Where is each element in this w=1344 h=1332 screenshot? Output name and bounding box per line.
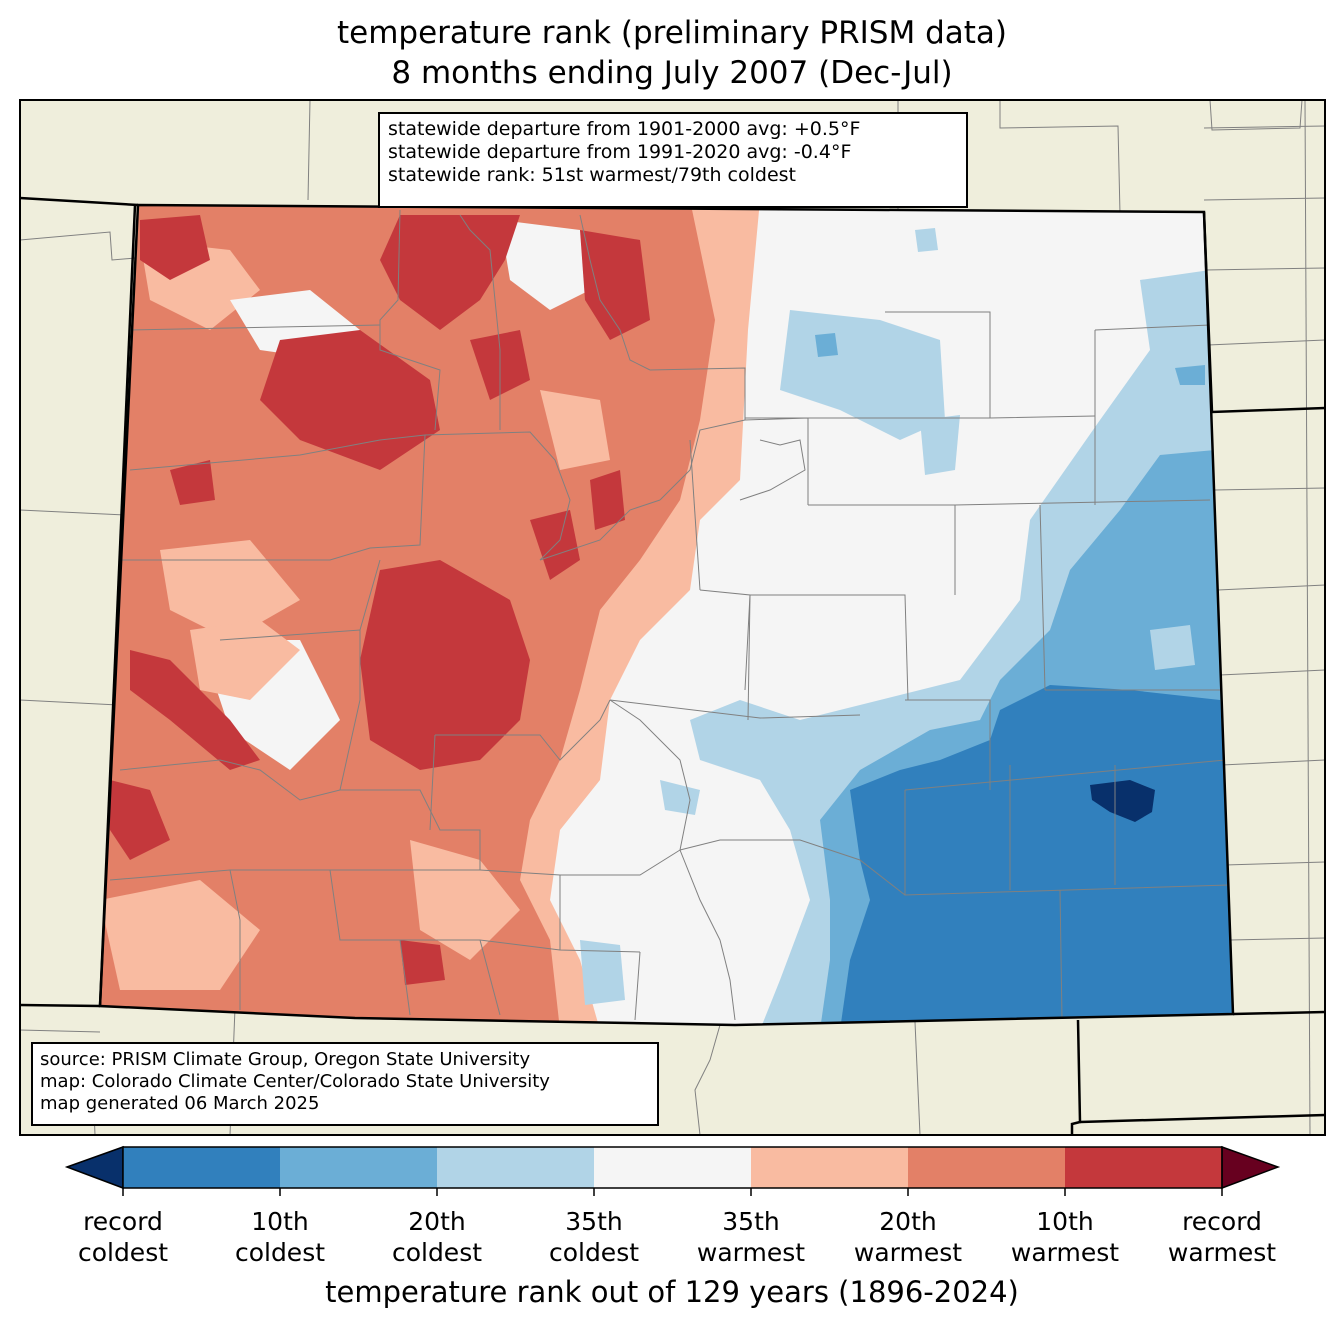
colorbar-ticks (122, 1188, 1223, 1196)
warm-patch (540, 390, 610, 470)
nebraska-border (1202, 211, 1326, 414)
tick-label-line: warmest (696, 1238, 806, 1267)
title-line-1: temperature rank (preliminary PRISM data… (336, 15, 1007, 51)
normal-patch (500, 220, 590, 310)
statewide-stats-box: statewide departure from 1901-2000 avg: … (378, 112, 968, 208)
colorbar-segment (280, 1147, 437, 1188)
cool-35th-area (915, 228, 938, 252)
tick-label-line: coldest (77, 1238, 169, 1267)
tick-label-20th-warmest: 20th warmest (828, 1206, 988, 1268)
tick-label-20th-coldest: 20th coldest (357, 1206, 517, 1268)
colorbar-extend-cold (64, 1145, 124, 1190)
colorbar-label: temperature rank out of 129 years (1896-… (325, 1275, 1019, 1309)
tick-label-10th-warmest: 10th warmest (985, 1206, 1145, 1268)
warm-10th-area (110, 780, 170, 860)
tick-label-10th-coldest: 10th coldest (200, 1206, 360, 1268)
cool-20th-area (815, 333, 838, 357)
tick-label-35th-warmest: 35th warmest (671, 1206, 831, 1268)
state-borders (19, 196, 1326, 1135)
cool-35th-area (660, 780, 700, 815)
colorbar-segment (1065, 1147, 1222, 1188)
tick-label-line: warmest (1010, 1238, 1120, 1267)
texas-oklahoma-border (1079, 1113, 1326, 1124)
tick-label-record-warmest: record warmest (1142, 1206, 1302, 1268)
warm-patch (100, 880, 260, 990)
tick-label-line: warmest (1167, 1238, 1277, 1267)
warm-10th-area (360, 560, 530, 770)
warm-10th-area (260, 330, 440, 470)
arizona-new-mexico-border (19, 1003, 101, 1008)
colorbar-segment (437, 1147, 594, 1188)
colorbar-segment (751, 1147, 908, 1188)
utah-border (98, 204, 137, 1007)
stats-line-1: statewide departure from 1901-2000 avg: … (388, 118, 861, 140)
record-coldest-area (1090, 780, 1155, 822)
tick-label-line: 35th (565, 1207, 623, 1236)
colorbar-segment (594, 1147, 751, 1188)
cool-20th-area (1175, 365, 1205, 385)
cool-35th-area (580, 940, 625, 1005)
source-box: source: PRISM Climate Group, Oregon Stat… (31, 1042, 659, 1126)
colorbar-extend-warm (1221, 1145, 1281, 1190)
wyoming-utah-border (19, 196, 139, 207)
kansas-oklahoma-border (1232, 1010, 1326, 1016)
oklahoma-texas-border (1070, 1019, 1082, 1135)
source-line-2: map: Colorado Climate Center/Colorado St… (40, 1071, 550, 1092)
colorbar-outline (122, 1146, 1223, 1189)
warm-10th-area (590, 470, 625, 530)
tick-label-line: 20th (408, 1207, 466, 1236)
tick-label-line: 10th (251, 1207, 309, 1236)
warm-10th-area (380, 215, 520, 330)
stats-line-2: statewide departure from 1991-2020 avg: … (388, 141, 852, 163)
source-line-1: source: PRISM Climate Group, Oregon Stat… (40, 1049, 531, 1070)
warm-10th-area (140, 215, 210, 280)
cool-10th-area (840, 685, 1233, 1025)
colorbar-segment (908, 1147, 1065, 1188)
warm-patch (160, 540, 300, 640)
rank-field (100, 205, 1233, 1025)
warm-10th-area (170, 460, 215, 505)
cool-35th-area (920, 415, 960, 475)
colorado-county-lines (109, 209, 1231, 1021)
tick-label-35th-coldest: 35th coldest (514, 1206, 674, 1268)
colorbar (64, 1145, 1281, 1196)
title-line-2: 8 months ending July 2007 (Dec-Jul) (391, 55, 953, 91)
tick-label-line: record (1182, 1207, 1262, 1236)
warm-10th-area (580, 230, 650, 340)
tick-label-line: coldest (234, 1238, 326, 1267)
tick-label-line: warmest (853, 1238, 963, 1267)
warm-10th-area (130, 650, 260, 770)
tick-label-line: 10th (1036, 1207, 1094, 1236)
tick-label-line: coldest (548, 1238, 640, 1267)
tick-label-line: 35th (722, 1207, 780, 1236)
stats-line-3: statewide rank: 51st warmest/79th coldes… (388, 164, 797, 186)
cool-35th-patch (1150, 625, 1195, 670)
tick-label-record-coldest: record coldest (43, 1206, 203, 1268)
source-line-3: map generated 06 March 2025 (40, 1093, 320, 1114)
tick-label-line: coldest (391, 1238, 483, 1267)
map-frame (19, 99, 1326, 1136)
warm-patch (190, 620, 300, 700)
colorbar-segment (123, 1147, 280, 1188)
tick-label-line: record (83, 1207, 163, 1236)
tick-label-line: 20th (879, 1207, 937, 1236)
warm-10th-area (400, 940, 445, 985)
